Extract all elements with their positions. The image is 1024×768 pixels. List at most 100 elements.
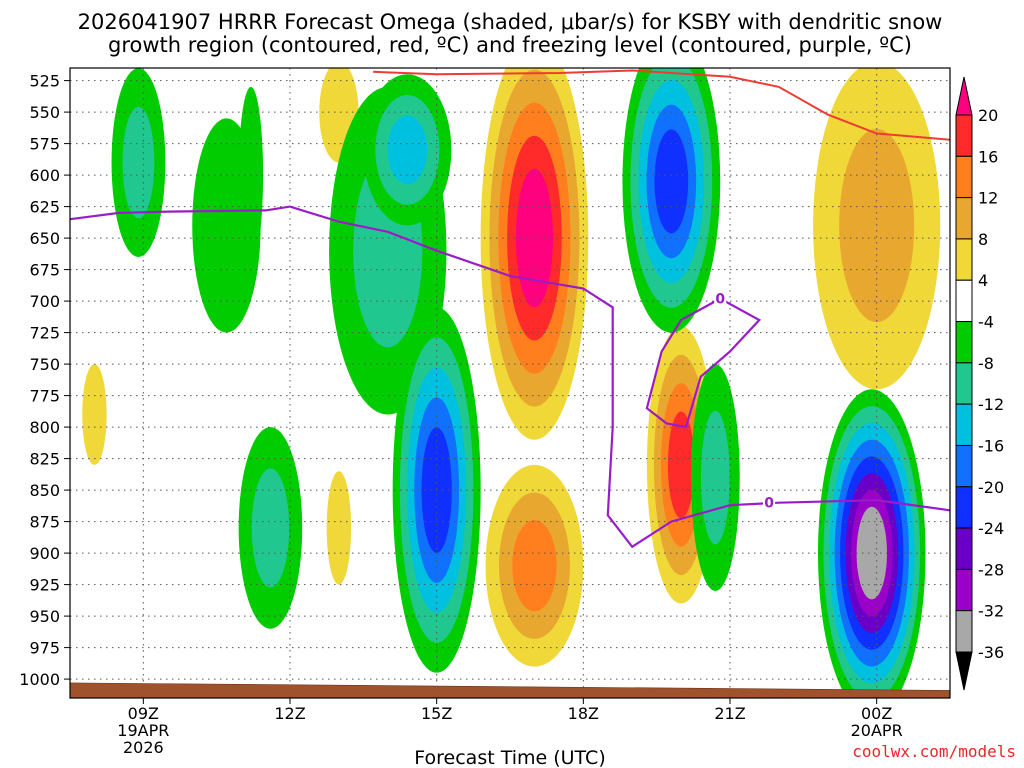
omega-cell bbox=[622, 68, 721, 333]
omega-contour-band bbox=[251, 468, 290, 588]
omega-contour-band bbox=[82, 364, 107, 465]
freezing-level-label: 0 bbox=[764, 496, 774, 512]
chart-title-line-2: growth region (contoured, red, ºC) and f… bbox=[108, 33, 912, 57]
y-tick-label: 875 bbox=[29, 513, 60, 532]
x-tick-date: 20APR bbox=[851, 721, 903, 740]
colorbar-box bbox=[955, 403, 973, 446]
y-tick-label: 600 bbox=[29, 166, 60, 185]
gridlines bbox=[70, 68, 950, 698]
x-tick-label: 21Z bbox=[714, 704, 745, 723]
surface-terrain-fill bbox=[70, 682, 950, 698]
colorbar-box bbox=[955, 114, 973, 157]
x-axis-title: Forecast Time (UTC) bbox=[414, 747, 605, 768]
y-tick-label: 575 bbox=[29, 135, 60, 154]
y-tick-label: 725 bbox=[29, 324, 60, 343]
y-tick-label: 625 bbox=[29, 198, 60, 217]
colorbar-label: -20 bbox=[978, 478, 1004, 497]
omega-cell bbox=[485, 464, 584, 667]
omega-contour-band bbox=[326, 471, 352, 585]
colorbar-box bbox=[955, 527, 973, 570]
colorbar-box bbox=[955, 279, 973, 323]
omega-contour-band bbox=[667, 411, 695, 519]
colorbar-box bbox=[955, 321, 973, 364]
freezing-level-label-bg bbox=[714, 289, 727, 306]
colorbar-box bbox=[955, 238, 973, 281]
y-tick-label: 850 bbox=[29, 481, 60, 500]
plot-frame bbox=[69, 67, 951, 699]
omega-cell bbox=[238, 427, 303, 629]
omega-cell bbox=[363, 74, 452, 226]
y-tick-label: 800 bbox=[29, 418, 60, 437]
omega-cell bbox=[480, 68, 589, 440]
x-tick-date: 19APR bbox=[117, 721, 169, 740]
colorbar-label: -28 bbox=[978, 560, 1004, 579]
x-tick-label: 15Z bbox=[421, 704, 452, 723]
y-tick-label: 550 bbox=[29, 103, 60, 122]
x-tick-label: 12Z bbox=[274, 704, 305, 723]
colorbar-box bbox=[955, 155, 973, 199]
colorbar-top-arrow bbox=[955, 76, 973, 116]
colorbar-label: 4 bbox=[978, 271, 988, 290]
colorbar-box bbox=[955, 362, 973, 405]
y-tick-label: 925 bbox=[29, 576, 60, 595]
freezing-level-loop bbox=[645, 297, 762, 429]
colorbar-bottom-arrow bbox=[955, 651, 973, 691]
colorbar-label: 8 bbox=[978, 230, 988, 249]
omega-cell bbox=[82, 364, 107, 465]
freezing-level-label: 0 bbox=[715, 292, 725, 308]
y-axis: 525 550 575 600 625 650 675 700 725 750 775 800 825 8… bbox=[19, 72, 70, 689]
colorbar-box bbox=[955, 610, 973, 653]
colorbar-label: -24 bbox=[978, 519, 1004, 538]
y-tick-label: 650 bbox=[29, 229, 60, 248]
omega-cell bbox=[111, 68, 166, 257]
omega-contour-band bbox=[856, 506, 887, 600]
colorbar-label: -36 bbox=[978, 643, 1004, 662]
y-tick-label: 975 bbox=[29, 639, 60, 658]
omega-cell bbox=[817, 389, 926, 698]
omega-contour-band bbox=[515, 168, 553, 308]
x-tick-label: 00Z bbox=[861, 704, 892, 723]
freezing-level-label-bg bbox=[763, 493, 776, 510]
x-tick-year: 2026 bbox=[123, 738, 164, 757]
colorbar-label: -32 bbox=[978, 602, 1004, 621]
credit-link[interactable]: coolwx.com/models bbox=[852, 742, 1016, 761]
omega-contour-band bbox=[700, 410, 730, 545]
chart-title-line-1: 2026041907 HRRR Forecast Omega (shaded, … bbox=[78, 10, 943, 34]
colorbar-label: -8 bbox=[978, 354, 994, 373]
omega-shading bbox=[82, 68, 941, 698]
y-tick-label: 950 bbox=[29, 607, 60, 626]
omega-cell bbox=[690, 364, 740, 591]
colorbar-box bbox=[955, 486, 973, 529]
colorbar-label: -12 bbox=[978, 395, 1004, 414]
x-tick-label: 09Z bbox=[128, 704, 159, 723]
y-tick-label: 675 bbox=[29, 261, 60, 280]
y-tick-label: 700 bbox=[29, 292, 60, 311]
colorbar-label: -16 bbox=[978, 436, 1004, 455]
dgz-contour-line bbox=[373, 69, 950, 141]
omega-contour-band bbox=[387, 115, 428, 185]
contour-lines: 00 bbox=[70, 69, 950, 549]
y-tick-label: 900 bbox=[29, 544, 60, 563]
freezing-level-line bbox=[70, 205, 950, 549]
omega-contour-band bbox=[654, 129, 689, 234]
omega-contour-band bbox=[512, 520, 557, 612]
colorbar-box bbox=[955, 568, 973, 612]
colorbar-label: 16 bbox=[978, 147, 998, 166]
x-tick-label: 18Z bbox=[568, 704, 599, 723]
y-tick-label: 825 bbox=[29, 450, 60, 469]
colorbar-box bbox=[955, 444, 973, 488]
y-tick-label: 750 bbox=[29, 355, 60, 374]
colorbar-label: 20 bbox=[978, 106, 998, 125]
colorbar-label: -4 bbox=[978, 313, 994, 332]
colorbar-legend: 20 16 12 8 4 -4 -8 -12 -16 -20 -24 -28 -32 -36 bbox=[955, 76, 1004, 691]
colorbar-label: 12 bbox=[978, 189, 998, 208]
omega-contour-band bbox=[122, 106, 155, 219]
y-tick-label: 775 bbox=[29, 387, 60, 406]
omega-cell bbox=[326, 471, 352, 585]
y-tick-label: 525 bbox=[29, 72, 60, 91]
y-tick-label: 1000 bbox=[19, 670, 60, 689]
surface-terrain bbox=[70, 682, 950, 698]
colorbar-box bbox=[955, 197, 973, 240]
